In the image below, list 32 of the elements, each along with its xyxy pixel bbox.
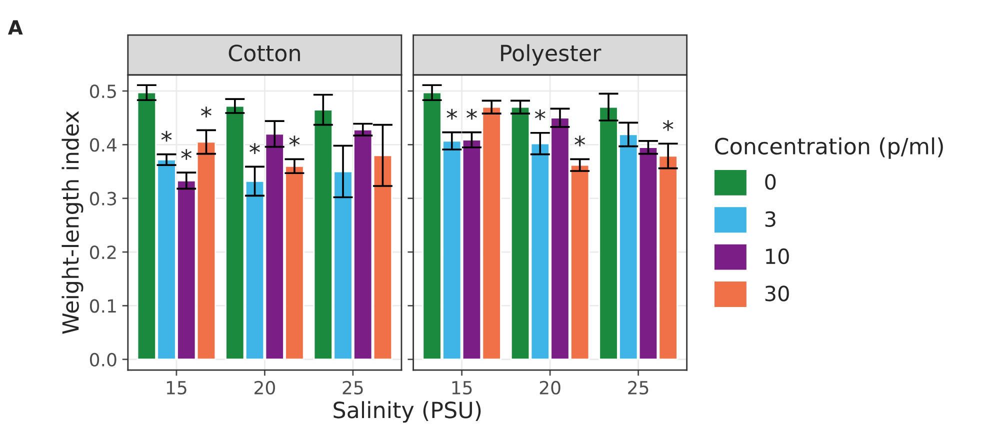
x-axis-title: Salinity (PSU) — [334, 401, 481, 423]
y-tick-label: 0.2 — [90, 245, 116, 260]
x-tick-label: 25 — [628, 380, 648, 395]
data-label: * — [574, 136, 586, 146]
y-tick-label: 0.0 — [90, 352, 116, 366]
data-label: * — [446, 108, 458, 120]
legend-label: 0 — [765, 174, 776, 190]
chart-title: Cotton — [228, 44, 300, 62]
data-label: * — [181, 149, 192, 160]
data-label: * — [201, 106, 212, 118]
data-label: * — [534, 109, 546, 120]
data-label: * — [662, 120, 674, 131]
data-label: * — [289, 136, 300, 146]
data-label: * — [466, 108, 477, 120]
data-label: * — [161, 130, 172, 142]
data-label: * — [250, 143, 260, 154]
x-tick-label: 20 — [540, 380, 560, 395]
y-tick-label: 0.3 — [90, 192, 116, 206]
x-tick-label: 15 — [452, 381, 472, 395]
x-tick-label: 20 — [254, 380, 275, 395]
legend-label: 30 — [765, 286, 789, 302]
x-tick-label: 15 — [166, 381, 186, 395]
y-tick-label: 0.1 — [90, 299, 116, 313]
legend-title: Concentration (p/ml) — [715, 137, 943, 159]
text: A — [8, 20, 23, 34]
y-tick-label: 0.5 — [90, 84, 116, 98]
legend-label: 3 — [765, 211, 776, 227]
x-tick-label: 25 — [342, 380, 363, 395]
y-axis-title: Weight-length index — [62, 111, 84, 334]
chart-title: Polyester — [501, 44, 602, 66]
y-tick-label: 0.4 — [90, 138, 116, 152]
legend-label: 10 — [766, 248, 789, 264]
